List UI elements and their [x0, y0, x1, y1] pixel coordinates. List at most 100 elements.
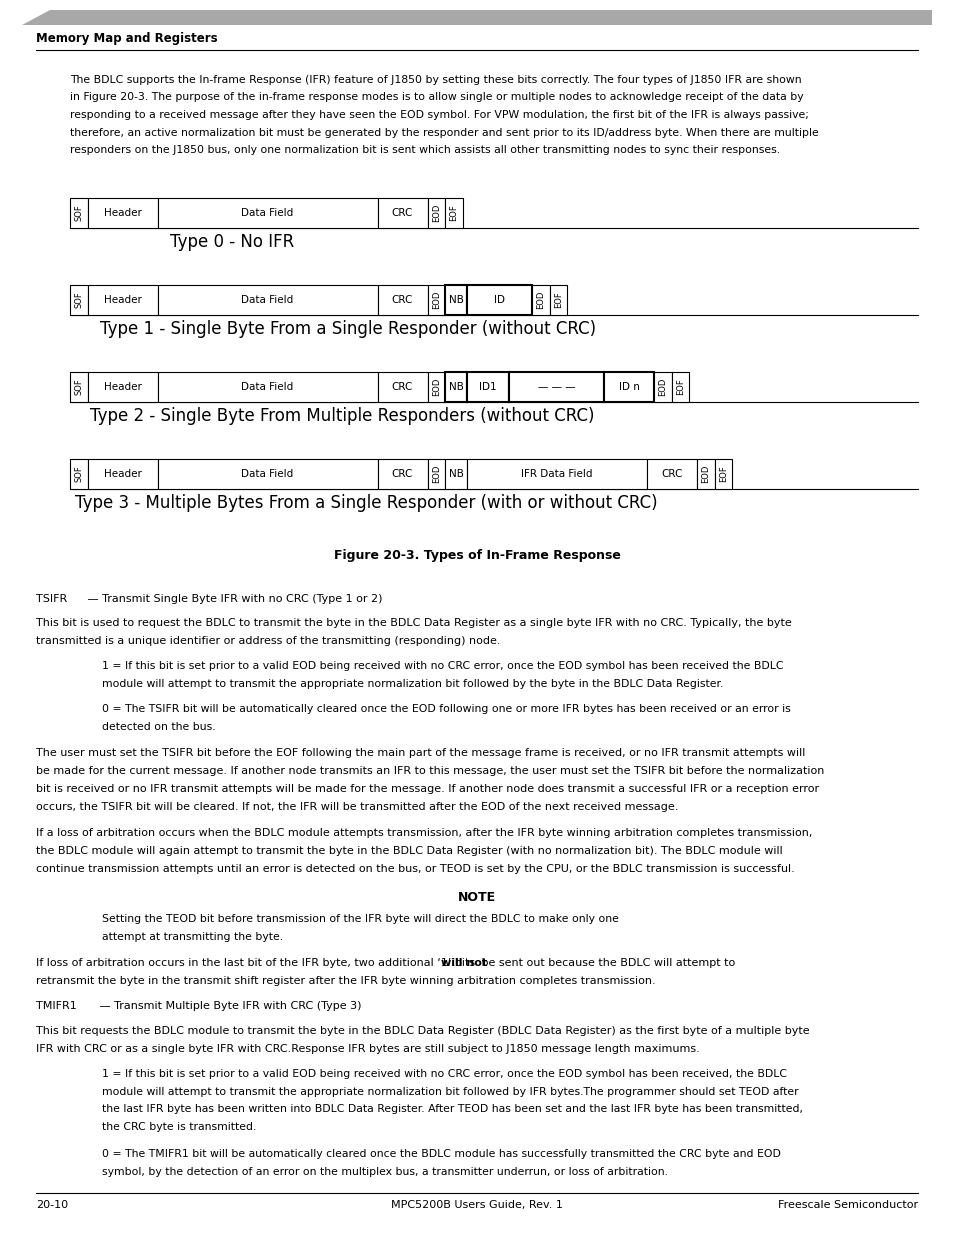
Bar [427, 198, 444, 227]
Bar [377, 458, 427, 489]
Text: retransmit the byte in the transmit shift register after the IFR byte winning ar: retransmit the byte in the transmit shif… [36, 976, 655, 987]
Bar [444, 284, 467, 315]
Bar [157, 198, 377, 227]
Bar [157, 284, 377, 315]
Text: SOF: SOF [74, 204, 83, 221]
Text: EOD: EOD [432, 204, 440, 222]
Text: 1 = If this bit is set prior to a valid EOD being received with no CRC error, on: 1 = If this bit is set prior to a valid … [102, 661, 782, 671]
Text: 20-10: 20-10 [36, 1200, 68, 1210]
Bar [697, 458, 714, 489]
Text: Header: Header [104, 382, 141, 391]
Bar [427, 372, 444, 401]
Text: If a loss of arbitration occurs when the BDLC module attempts transmission, afte: If a loss of arbitration occurs when the… [36, 829, 812, 839]
Text: The BDLC supports the In-frame Response (IFR) feature of J1850 by setting these : The BDLC supports the In-frame Response … [70, 75, 801, 85]
Text: Type 0 - No IFR: Type 0 - No IFR [170, 232, 294, 251]
Text: This bit is used to request the BDLC to transmit the byte in the BDLC Data Regis: This bit is used to request the BDLC to … [36, 619, 791, 629]
Text: MPC5200B Users Guide, Rev. 1: MPC5200B Users Guide, Rev. 1 [391, 1200, 562, 1210]
Text: IFR with CRC or as a single byte IFR with CRC.Response IFR bytes are still subje: IFR with CRC or as a single byte IFR wit… [36, 1044, 699, 1053]
Bar [427, 284, 444, 315]
Bar [467, 372, 509, 401]
Text: EOF: EOF [718, 466, 727, 482]
Text: the last IFR byte has been written into BDLC Data Register. After TEOD has been : the last IFR byte has been written into … [102, 1104, 802, 1114]
Text: continue transmission attempts until an error is detected on the bus, or TEOD is: continue transmission attempts until an … [36, 864, 794, 874]
Text: EOF: EOF [675, 378, 684, 395]
Text: the BDLC module will again attempt to transmit the byte in the BDLC Data Registe: the BDLC module will again attempt to tr… [36, 846, 781, 856]
Text: Type 1 - Single Byte From a Single Responder (without CRC): Type 1 - Single Byte From a Single Respo… [100, 320, 596, 337]
Bar [70, 198, 88, 227]
Text: module will attempt to transmit the appropriate normalization bit followed by th: module will attempt to transmit the appr… [102, 679, 722, 689]
Text: bit is received or no IFR transmit attempts will be made for the message. If ano: bit is received or no IFR transmit attem… [36, 784, 819, 794]
Text: Figure 20-3. Types of In-Frame Response: Figure 20-3. Types of In-Frame Response [334, 548, 619, 562]
Text: Setting the TEOD bit before transmission of the IFR byte will direct the BDLC to: Setting the TEOD bit before transmission… [102, 914, 618, 924]
Text: IFR Data Field: IFR Data Field [520, 468, 592, 478]
Text: SOF: SOF [74, 378, 83, 395]
Bar [603, 372, 654, 401]
Bar [377, 198, 427, 227]
Text: — — —: — — — [537, 382, 575, 391]
Text: If loss of arbitration occurs in the last bit of the IFR byte, two additional ‘1: If loss of arbitration occurs in the las… [36, 958, 478, 968]
Text: TMIFR1: TMIFR1 [36, 1002, 76, 1011]
Bar [157, 458, 377, 489]
Text: Memory Map and Registers: Memory Map and Registers [36, 32, 217, 44]
Text: SOF: SOF [74, 466, 83, 482]
Polygon shape [22, 10, 931, 25]
Text: Header: Header [104, 294, 141, 305]
Text: TSIFR: TSIFR [36, 594, 67, 604]
Text: Data Field: Data Field [241, 468, 294, 478]
Bar [427, 458, 444, 489]
Text: responders on the J1850 bus, only one normalization bit is sent which assists al: responders on the J1850 bus, only one no… [70, 144, 780, 156]
Text: NB: NB [448, 382, 463, 391]
Bar [714, 458, 731, 489]
Text: NB: NB [448, 294, 463, 305]
Text: EOD: EOD [700, 464, 709, 483]
Text: Data Field: Data Field [241, 382, 294, 391]
Bar [377, 284, 427, 315]
Text: therefore, an active normalization bit must be generated by the responder and se: therefore, an active normalization bit m… [70, 127, 818, 137]
Text: ID n: ID n [618, 382, 639, 391]
Text: Header: Header [104, 207, 141, 217]
Text: This bit requests the BDLC module to transmit the byte in the BDLC Data Register: This bit requests the BDLC module to tra… [36, 1026, 809, 1036]
Text: in Figure 20-3. The purpose of the in-frame response modes is to allow single or: in Figure 20-3. The purpose of the in-fr… [70, 93, 802, 103]
Bar [444, 458, 467, 489]
Text: NB: NB [448, 468, 463, 478]
Text: The user must set the TSIFR bit before the EOF following the main part of the me: The user must set the TSIFR bit before t… [36, 748, 804, 758]
Text: module will attempt to transmit the appropriate normalization bit followed by IF: module will attempt to transmit the appr… [102, 1087, 798, 1097]
Text: Data Field: Data Field [241, 294, 294, 305]
Bar [671, 372, 688, 401]
Bar [467, 458, 646, 489]
Bar [70, 458, 88, 489]
Text: — Transmit Single Byte IFR with no CRC (Type 1 or 2): — Transmit Single Byte IFR with no CRC (… [84, 594, 382, 604]
Text: be sent out because the BDLC will attempt to: be sent out because the BDLC will attemp… [477, 958, 735, 968]
Text: EOD: EOD [432, 378, 440, 395]
Bar [549, 284, 566, 315]
Bar [654, 372, 671, 401]
Text: occurs, the TSIFR bit will be cleared. If not, the IFR will be transmitted after: occurs, the TSIFR bit will be cleared. I… [36, 802, 678, 811]
Bar [88, 458, 157, 489]
Bar [509, 372, 603, 401]
Text: SOF: SOF [74, 291, 83, 308]
Text: 0 = The TSIFR bit will be automatically cleared once the EOD following one or mo: 0 = The TSIFR bit will be automatically … [102, 704, 790, 714]
Text: EOD: EOD [536, 290, 545, 309]
Text: transmitted is a unique identifier or address of the transmitting (responding) n: transmitted is a unique identifier or ad… [36, 636, 500, 646]
Bar [157, 372, 377, 401]
Text: CRC: CRC [392, 207, 413, 217]
Text: CRC: CRC [392, 468, 413, 478]
Text: Type 3 - Multiple Bytes From a Single Responder (with or without CRC): Type 3 - Multiple Bytes From a Single Re… [75, 494, 657, 511]
Text: EOF: EOF [449, 204, 457, 221]
Bar [532, 284, 549, 315]
Text: CRC: CRC [392, 294, 413, 305]
Text: ID1: ID1 [478, 382, 497, 391]
Bar [70, 372, 88, 401]
Text: be made for the current message. If another node transmits an IFR to this messag: be made for the current message. If anot… [36, 766, 823, 776]
Bar [88, 372, 157, 401]
Bar [70, 284, 88, 315]
Text: Data Field: Data Field [241, 207, 294, 217]
Bar [646, 458, 697, 489]
Text: 0 = The TMIFR1 bit will be automatically cleared once the BDLC module has succes: 0 = The TMIFR1 bit will be automatically… [102, 1149, 781, 1158]
Text: 1 = If this bit is set prior to a valid EOD being received with no CRC error, on: 1 = If this bit is set prior to a valid … [102, 1068, 786, 1078]
Text: EOF: EOF [553, 291, 562, 308]
Text: ID: ID [494, 294, 504, 305]
Bar [444, 198, 462, 227]
Text: detected on the bus.: detected on the bus. [102, 721, 215, 731]
Text: NOTE: NOTE [457, 890, 496, 904]
